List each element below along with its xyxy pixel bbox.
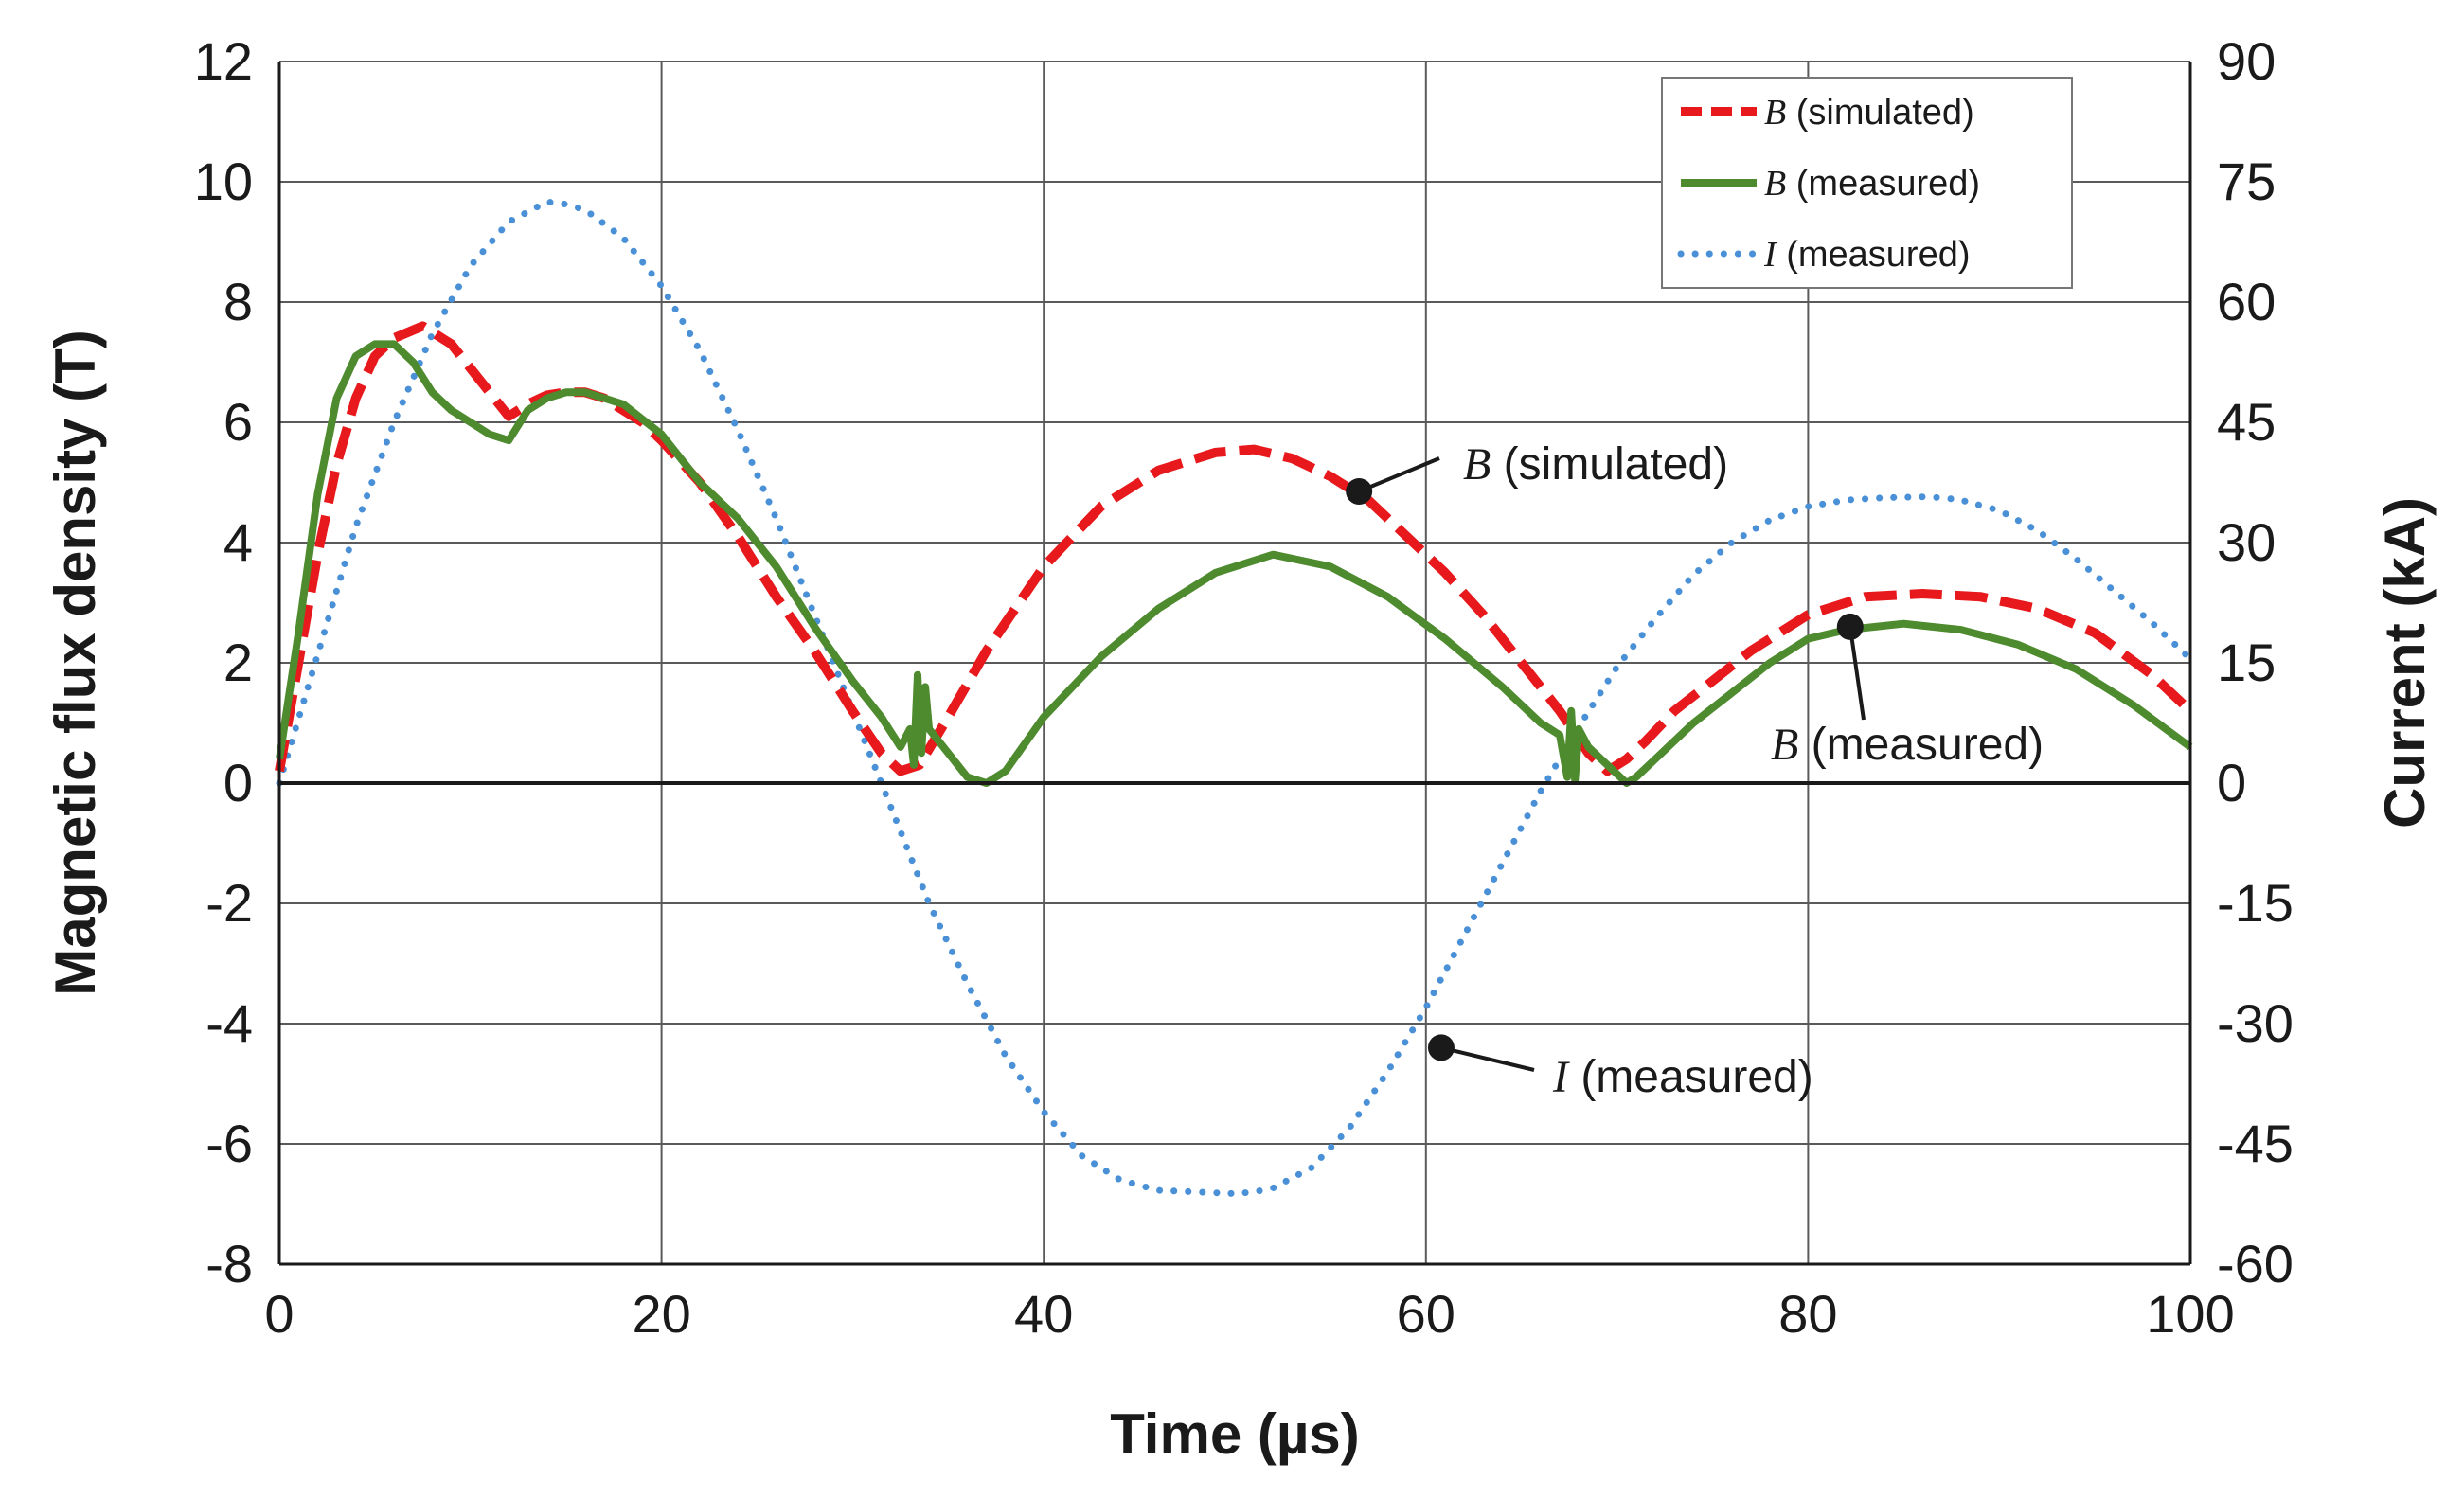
annotation-label: I (measured) xyxy=(1552,1052,1813,1102)
annotation-label: B (simulated) xyxy=(1463,439,1728,490)
series-line-i-measured xyxy=(276,198,2194,1197)
annotation-marker xyxy=(1427,1034,1455,1061)
y2-tick-label: 0 xyxy=(2217,753,2246,812)
y-tick-label: 8 xyxy=(223,272,253,331)
y2-tick-label: 90 xyxy=(2217,31,2276,91)
annotation-marker xyxy=(1346,478,1373,506)
y-tick-label: -8 xyxy=(205,1234,253,1293)
legend-suffix: (measured) xyxy=(1786,164,1980,204)
legend-symbol: I xyxy=(1763,235,1778,275)
y-tick-label: 4 xyxy=(223,512,253,572)
legend-suffix: (measured) xyxy=(1777,235,1971,275)
annotation-leader xyxy=(1848,626,1866,721)
y2-axis-title: Current (kA) xyxy=(2373,497,2437,829)
y-tick-label: -6 xyxy=(205,1114,253,1173)
annotation-leader xyxy=(1358,456,1440,493)
y2-tick-label: -45 xyxy=(2217,1114,2294,1173)
gridlines xyxy=(279,61,2190,1265)
annotation-label: B (measured) xyxy=(1771,720,2044,770)
y2-tick-label: -30 xyxy=(2217,993,2294,1053)
series-line-b-measured xyxy=(276,340,2193,787)
x-tick-label: 0 xyxy=(264,1284,294,1344)
legend-suffix: (simulated) xyxy=(1786,93,1974,133)
annotation-symbol: B xyxy=(1771,720,1798,770)
y2-tick-label: 15 xyxy=(2217,633,2276,692)
annotation-leader xyxy=(1440,1045,1535,1072)
y2-tick-label: -15 xyxy=(2217,873,2294,933)
legend-symbol: B xyxy=(1764,164,1786,204)
annotation-symbol: I xyxy=(1552,1052,1570,1102)
y-tick-label: 10 xyxy=(194,152,253,211)
tick-labels: 0 20 40 60 80 100 -8 -6 -4 -2 0 2 4 6 8 10 12 -60 -45 -30 -1… xyxy=(194,31,2294,1344)
annotation-text: (measured) xyxy=(1568,1052,1813,1102)
y2-tick-label: -60 xyxy=(2217,1234,2294,1293)
y-tick-label: 0 xyxy=(223,753,253,812)
x-tick-label: 100 xyxy=(2146,1284,2234,1344)
x-tick-label: 80 xyxy=(1778,1284,1837,1344)
legend: B (simulated)B (measured)I (measured) xyxy=(1661,77,2073,289)
legend-label: B (measured) xyxy=(1764,164,1980,204)
series-group xyxy=(275,198,2194,1197)
legend-label: I (measured) xyxy=(1763,235,1971,275)
y-axis-title: Magnetic flux density (T) xyxy=(44,330,107,995)
axes xyxy=(277,62,2192,1266)
y-tick-label: 12 xyxy=(194,31,253,91)
x-axis-title: Time (µs) xyxy=(1110,1402,1360,1466)
legend-symbol: B xyxy=(1764,93,1786,133)
x-tick-label: 20 xyxy=(632,1284,690,1344)
series-line-b-simulated xyxy=(275,321,2194,776)
axis-titles: Time (µs) Magnetic flux density (T) Curren… xyxy=(44,330,2437,1466)
y-tick-label: -4 xyxy=(205,993,253,1053)
y2-tick-label: 45 xyxy=(2217,392,2276,452)
x-tick-label: 60 xyxy=(1397,1284,1455,1344)
y2-tick-label: 30 xyxy=(2217,512,2276,572)
y-tick-label: 2 xyxy=(223,633,253,692)
legend-label: B (simulated) xyxy=(1764,93,1974,133)
x-tick-label: 40 xyxy=(1014,1284,1073,1344)
y2-tick-label: 75 xyxy=(2217,152,2276,211)
y-tick-label: -2 xyxy=(205,873,253,933)
annotations: B (simulated)B (measured)I (measured) xyxy=(1346,439,2044,1102)
annotation-text: (measured) xyxy=(1798,720,2044,770)
annotation-text: (simulated) xyxy=(1491,439,1728,490)
y2-tick-label: 60 xyxy=(2217,272,2276,331)
y-tick-label: 6 xyxy=(223,392,253,452)
annotation-symbol: B xyxy=(1463,439,1491,490)
annotation-marker xyxy=(1836,613,1864,640)
